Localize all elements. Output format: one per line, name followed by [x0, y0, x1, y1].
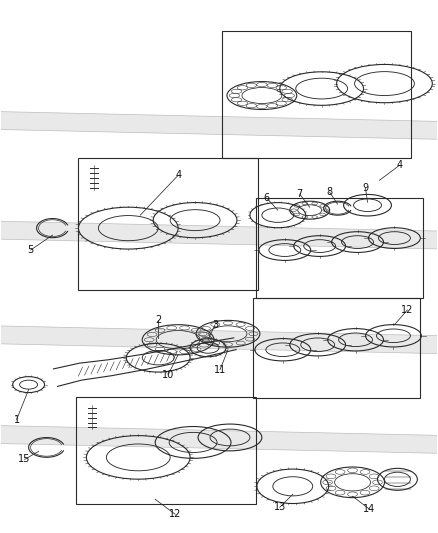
- Polygon shape: [0, 221, 438, 249]
- Text: 7: 7: [297, 189, 303, 199]
- Text: 6: 6: [264, 193, 270, 203]
- Text: 2: 2: [155, 315, 161, 325]
- Text: 12: 12: [401, 305, 413, 315]
- Text: 13: 13: [274, 502, 286, 512]
- Polygon shape: [0, 326, 438, 354]
- Text: 4: 4: [175, 170, 181, 180]
- Text: 1: 1: [14, 415, 20, 424]
- Polygon shape: [0, 425, 438, 454]
- Bar: [253, 298, 420, 398]
- Bar: [78, 158, 258, 290]
- Text: 4: 4: [396, 160, 403, 171]
- Text: 11: 11: [214, 365, 226, 375]
- Text: 10: 10: [162, 370, 174, 379]
- Text: 3: 3: [212, 320, 218, 330]
- Text: 8: 8: [327, 187, 333, 197]
- Text: 9: 9: [363, 183, 369, 193]
- Text: 15: 15: [18, 455, 31, 464]
- Bar: [222, 31, 411, 158]
- Polygon shape: [0, 111, 438, 140]
- Bar: [77, 397, 256, 504]
- Text: 14: 14: [364, 504, 376, 514]
- Text: 12: 12: [169, 509, 181, 519]
- Bar: [256, 198, 424, 298]
- Text: 5: 5: [28, 245, 34, 255]
